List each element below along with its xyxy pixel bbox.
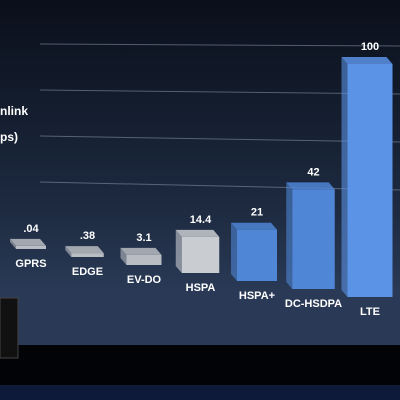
bar-front bbox=[181, 236, 220, 273]
guide-lines bbox=[39, 43, 400, 191]
category-label: DC-HSDPA bbox=[285, 298, 342, 310]
bar-side bbox=[231, 222, 237, 281]
category-label: EDGE bbox=[72, 266, 103, 278]
bar-side bbox=[286, 182, 293, 289]
bar bbox=[10, 238, 46, 249]
bar bbox=[175, 229, 220, 273]
category-label: HSPA bbox=[186, 282, 216, 294]
bar-front bbox=[71, 253, 104, 257]
value-label: .38 bbox=[80, 230, 95, 242]
bar-top bbox=[10, 238, 46, 246]
bar-top bbox=[286, 182, 335, 190]
bar-top bbox=[175, 229, 220, 237]
category-label: LTE bbox=[360, 306, 380, 318]
bar-top bbox=[65, 246, 104, 254]
value-label: 100 bbox=[361, 41, 379, 53]
bar-front bbox=[126, 254, 162, 265]
value-label: 3.1 bbox=[136, 232, 151, 244]
value-label: 21 bbox=[251, 207, 263, 219]
category-label: GPRS bbox=[15, 258, 46, 270]
bar bbox=[341, 57, 393, 297]
y-axis-label: ps) bbox=[0, 130, 18, 144]
bar-side bbox=[120, 247, 127, 265]
bar-front bbox=[292, 189, 335, 289]
stage-light bbox=[0, 385, 400, 400]
bar-top bbox=[231, 222, 277, 230]
value-label: 42 bbox=[307, 166, 319, 178]
bar bbox=[286, 182, 335, 289]
bar-side bbox=[10, 238, 16, 249]
category-label: EV-DO bbox=[127, 274, 162, 286]
logo-box bbox=[0, 297, 19, 359]
bar-side bbox=[175, 229, 182, 273]
value-label: 14.4 bbox=[190, 214, 212, 226]
y-axis-label: nlink bbox=[0, 104, 28, 118]
bar bbox=[120, 247, 162, 265]
bar-top bbox=[120, 247, 162, 255]
bar-side bbox=[341, 57, 348, 297]
bar-front bbox=[237, 229, 277, 281]
bar-front bbox=[347, 64, 393, 297]
bar-side bbox=[65, 246, 72, 257]
bar bbox=[65, 246, 104, 257]
bar-top bbox=[341, 57, 393, 64]
bar-front bbox=[16, 245, 46, 249]
category-label: HSPA+ bbox=[239, 290, 275, 302]
bar bbox=[231, 222, 277, 281]
value-label: .04 bbox=[23, 223, 39, 235]
